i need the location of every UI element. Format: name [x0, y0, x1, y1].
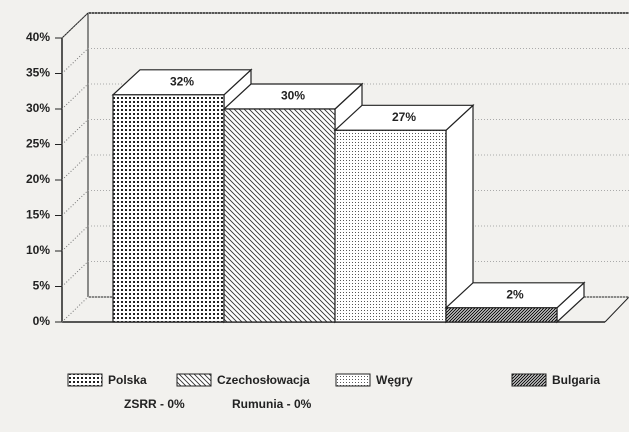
grid-line [61, 296, 89, 323]
data-label: 30% [281, 89, 305, 103]
legend-label: Węgry [376, 373, 413, 387]
y-tick-label: 0% [33, 314, 51, 328]
legend-swatch [511, 373, 547, 387]
bar [334, 129, 447, 323]
bar [223, 108, 336, 323]
data-label: 32% [170, 74, 194, 88]
bar [445, 307, 558, 323]
y-tick-label: 15% [26, 208, 50, 222]
legend-label: Czechosłowacja [217, 373, 310, 387]
annotation: ZSRR - 0% [124, 397, 185, 411]
y-tick-label: 5% [33, 279, 51, 293]
grid-line [61, 190, 89, 216]
y-tick-label: 20% [26, 172, 50, 186]
legend-swatch [335, 373, 371, 387]
y-tick-label: 35% [26, 66, 50, 80]
legend-swatch [67, 373, 103, 387]
legend-label: Polska [108, 373, 147, 387]
y-tick-label: 25% [26, 137, 50, 151]
y-tick-label: 30% [26, 101, 50, 115]
data-label: 27% [392, 110, 416, 124]
grid-line [61, 48, 89, 74]
legend-swatch [176, 373, 212, 387]
grid-line [61, 261, 89, 287]
grid-line [61, 83, 89, 110]
y-tick-label: 40% [26, 30, 50, 44]
y-tick-label: 10% [26, 243, 50, 257]
annotation: Rumunia - 0% [232, 397, 312, 411]
bar [112, 94, 225, 323]
grid-line [61, 12, 89, 39]
data-label: 2% [506, 287, 524, 301]
legend-label: Bulgaria [552, 373, 600, 387]
grid-line [61, 119, 89, 145]
grid-line [61, 225, 89, 252]
grid-line [61, 154, 89, 181]
